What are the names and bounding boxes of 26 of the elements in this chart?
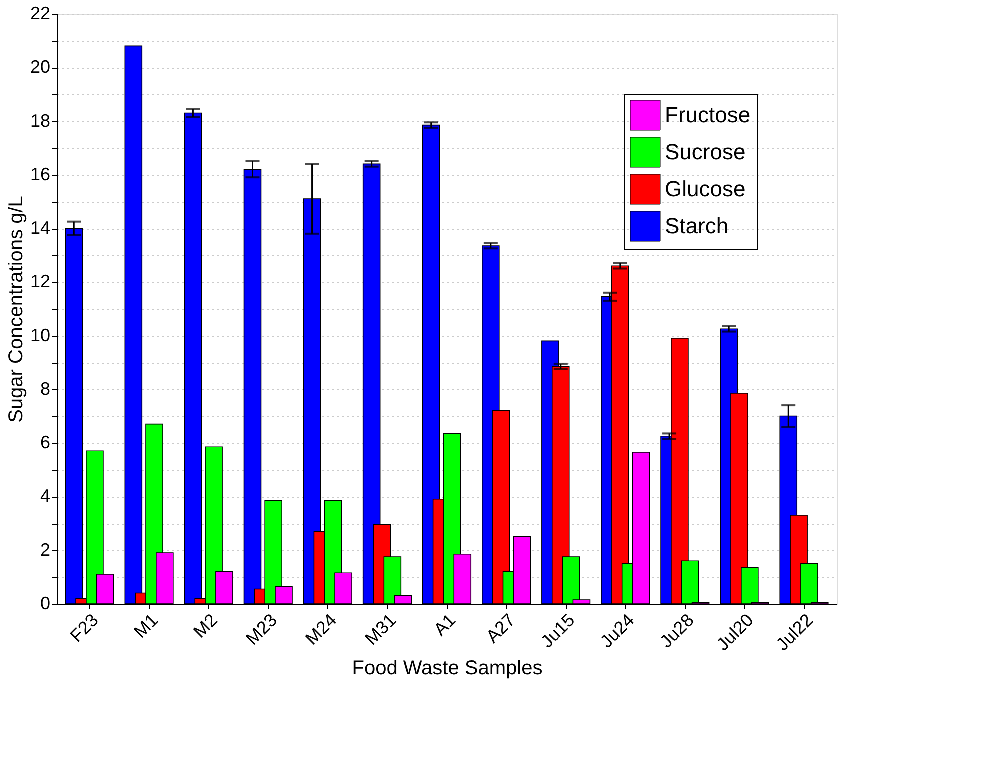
x-tick-label: A27 [482, 610, 520, 647]
legend-label: Glucose [665, 176, 746, 202]
y-tick-label: 18 [30, 110, 50, 131]
y-tick-label: 4 [40, 486, 50, 506]
y-tick-label: 22 [30, 4, 50, 24]
y-tick-label: 8 [40, 378, 50, 399]
legend-label: Starch [665, 214, 729, 238]
y-axis-title: Sugar Concentrations g/L [5, 196, 28, 423]
y-tick-label: 16 [30, 164, 50, 184]
x-tick-label: M24 [302, 610, 341, 649]
y-tick-label: 2 [40, 540, 50, 560]
x-tick-label: M23 [242, 610, 282, 649]
x-tick-label: M2 [190, 610, 222, 642]
x-tick-label: M1 [130, 610, 162, 642]
legend-label: Fructose [665, 102, 751, 128]
y-tick-label: 0 [40, 594, 50, 614]
y-tick-label: 14 [30, 218, 50, 238]
y-tick-label: 6 [40, 432, 50, 453]
x-tick-label: F23 [66, 610, 102, 646]
x-tick-label: A1 [430, 610, 460, 640]
x-tick-label: M31 [361, 610, 400, 649]
y-tick-label: 10 [30, 325, 50, 346]
legend-label: Sucrose [665, 140, 746, 164]
y-tick-label: 20 [30, 57, 50, 78]
y-tick-label: 12 [30, 272, 50, 292]
x-axis-title: Food Waste Samples [352, 658, 543, 680]
